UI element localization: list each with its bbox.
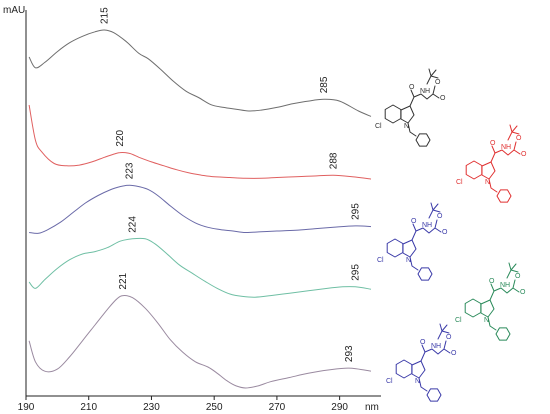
series-5-peak-label: 293 <box>344 345 355 362</box>
structure-5: Cl N NH O O O <box>386 323 457 402</box>
benzene-ring <box>465 160 483 180</box>
structure-images: Cl N NH O O O Cl N NH O O O Cl N NH O O O Cl N NH O O O Cl N NH O O O <box>375 68 527 402</box>
series-2-line <box>28 104 372 180</box>
methylene-link <box>487 316 497 331</box>
series-1-peak-label: 285 <box>319 76 330 93</box>
series-1-line <box>28 29 372 117</box>
series-4-line <box>28 237 372 298</box>
peak-labels: 215 285 220 288 223 295 224 295 221 293 <box>99 7 361 362</box>
atom-label: O <box>435 79 441 86</box>
series-3-line <box>29 184 372 234</box>
methylene-link <box>409 256 419 271</box>
benzene-ring <box>386 238 404 258</box>
atom-label: O <box>521 151 527 158</box>
series-group <box>28 29 372 389</box>
atom-label: N <box>404 123 409 130</box>
atom-label: N <box>484 317 489 324</box>
x-tick-label: 190 <box>18 402 35 413</box>
atom-label: O <box>446 334 452 341</box>
atom-label: O <box>490 140 496 147</box>
series-3-peak-label: 295 <box>350 203 361 220</box>
benzene-ring <box>395 359 413 379</box>
series-2-peak-label: 220 <box>115 129 126 146</box>
series-4-peak-label: 295 <box>350 264 361 281</box>
methylene-link <box>418 377 428 392</box>
pyrrole-ring <box>481 161 496 180</box>
structure-3: Cl N NH O O O <box>377 202 448 281</box>
structure-2: Cl N NH O O O <box>456 124 527 203</box>
atom-label: Cl <box>455 317 462 324</box>
cyclohexyl-ring <box>417 267 433 281</box>
cyclohexyl-ring <box>496 189 512 203</box>
series-2-peak-label: 288 <box>328 152 339 169</box>
x-axis-label: nm <box>365 402 379 413</box>
atom-label: O <box>516 135 522 142</box>
atom-label: O <box>409 84 415 91</box>
x-tick-label: 210 <box>80 402 97 413</box>
atom-label: O <box>442 229 448 236</box>
benzene-ring <box>384 104 402 124</box>
series-5-peak-label: 221 <box>118 272 129 289</box>
series-1-peak-label: 215 <box>99 7 110 24</box>
methylene-link <box>488 178 498 193</box>
cyclohexyl-ring <box>495 327 511 341</box>
x-tick-label: 290 <box>331 402 348 413</box>
pyrrole-ring <box>400 105 415 124</box>
atom-label: O <box>440 95 446 102</box>
atom-label: O <box>489 278 495 285</box>
pyrrole-ring <box>411 360 426 379</box>
atom-label: NH <box>420 88 430 95</box>
atom-label: O <box>437 213 443 220</box>
x-tick-label: 250 <box>206 402 223 413</box>
atom-label: O <box>520 289 526 296</box>
methylene-link <box>407 122 417 137</box>
atom-label: O <box>411 218 417 225</box>
x-ticks: 190 210 230 250 270 290 <box>18 396 348 413</box>
structure-4: Cl N NH O O O <box>455 262 526 341</box>
x-tick-label: 230 <box>143 402 160 413</box>
cyclohexyl-ring <box>426 388 442 402</box>
series-3-peak-label: 223 <box>125 162 136 179</box>
atom-label: NH <box>431 343 441 350</box>
benzene-ring <box>464 298 482 318</box>
side-chain <box>490 124 521 163</box>
side-chain <box>411 202 442 241</box>
side-chain <box>409 68 440 107</box>
side-chain <box>489 262 520 301</box>
pyrrole-ring <box>480 299 495 318</box>
series-5-line <box>28 295 372 389</box>
y-axis-label: mAU <box>3 5 25 16</box>
pyrrole-ring <box>402 239 417 258</box>
atom-label: O <box>451 350 457 357</box>
atom-label: NH <box>422 222 432 229</box>
structure-1: Cl N NH O O O <box>375 68 446 147</box>
atom-label: NH <box>500 282 510 289</box>
atom-label: Cl <box>456 179 463 186</box>
atom-label: N <box>406 257 411 264</box>
atom-label: O <box>515 273 521 280</box>
atom-label: Cl <box>377 257 384 264</box>
series-4-peak-label: 224 <box>128 216 139 233</box>
atom-label: NH <box>501 144 511 151</box>
atom-label: O <box>420 339 426 346</box>
atom-label: N <box>485 179 490 186</box>
side-chain <box>420 323 451 362</box>
axes: mAU nm <box>3 5 381 413</box>
atom-label: Cl <box>375 123 382 130</box>
cyclohexyl-ring <box>415 133 431 147</box>
atom-label: Cl <box>386 378 393 385</box>
atom-label: N <box>415 378 420 385</box>
x-tick-label: 270 <box>269 402 286 413</box>
